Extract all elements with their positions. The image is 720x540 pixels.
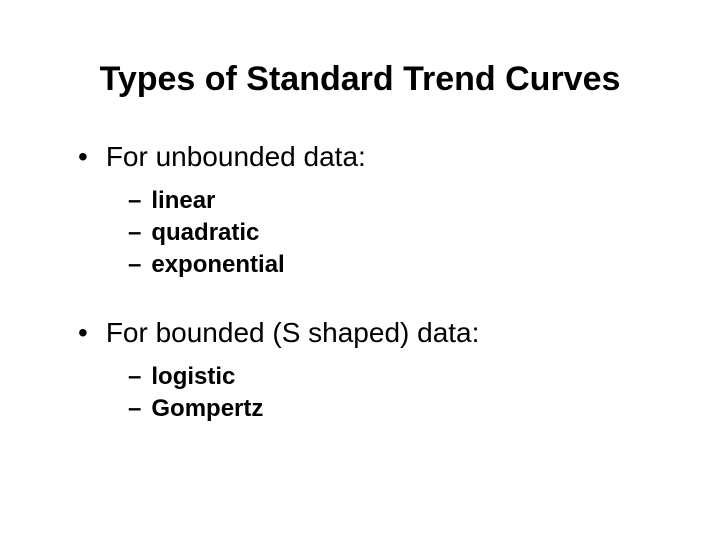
sub-text: quadratic [151, 219, 259, 247]
sub-item: – logistic [128, 363, 650, 391]
bullet-item: • For bounded (S shaped) data: [70, 317, 650, 349]
dash-icon: – [128, 219, 141, 247]
dash-icon: – [128, 251, 141, 279]
slide-title: Types of Standard Trend Curves [70, 60, 650, 99]
sub-item: – linear [128, 187, 650, 215]
bullet-heading: For bounded (S shaped) data: [106, 317, 480, 349]
bullet-icon: • [78, 319, 88, 347]
dash-icon: – [128, 363, 141, 391]
sub-item: – exponential [128, 251, 650, 279]
section-unbounded: • For unbounded data: – linear – quadrat… [70, 141, 650, 279]
section-bounded: • For bounded (S shaped) data: – logisti… [70, 317, 650, 423]
sub-text: Gompertz [151, 395, 263, 423]
dash-icon: – [128, 395, 141, 423]
sub-item: – quadratic [128, 219, 650, 247]
sub-text: logistic [151, 363, 235, 391]
sub-text: linear [151, 187, 215, 215]
dash-icon: – [128, 187, 141, 215]
bullet-icon: • [78, 143, 88, 171]
sub-text: exponential [151, 251, 284, 279]
sub-item: – Gompertz [128, 395, 650, 423]
bullet-heading: For unbounded data: [106, 141, 366, 173]
bullet-item: • For unbounded data: [70, 141, 650, 173]
